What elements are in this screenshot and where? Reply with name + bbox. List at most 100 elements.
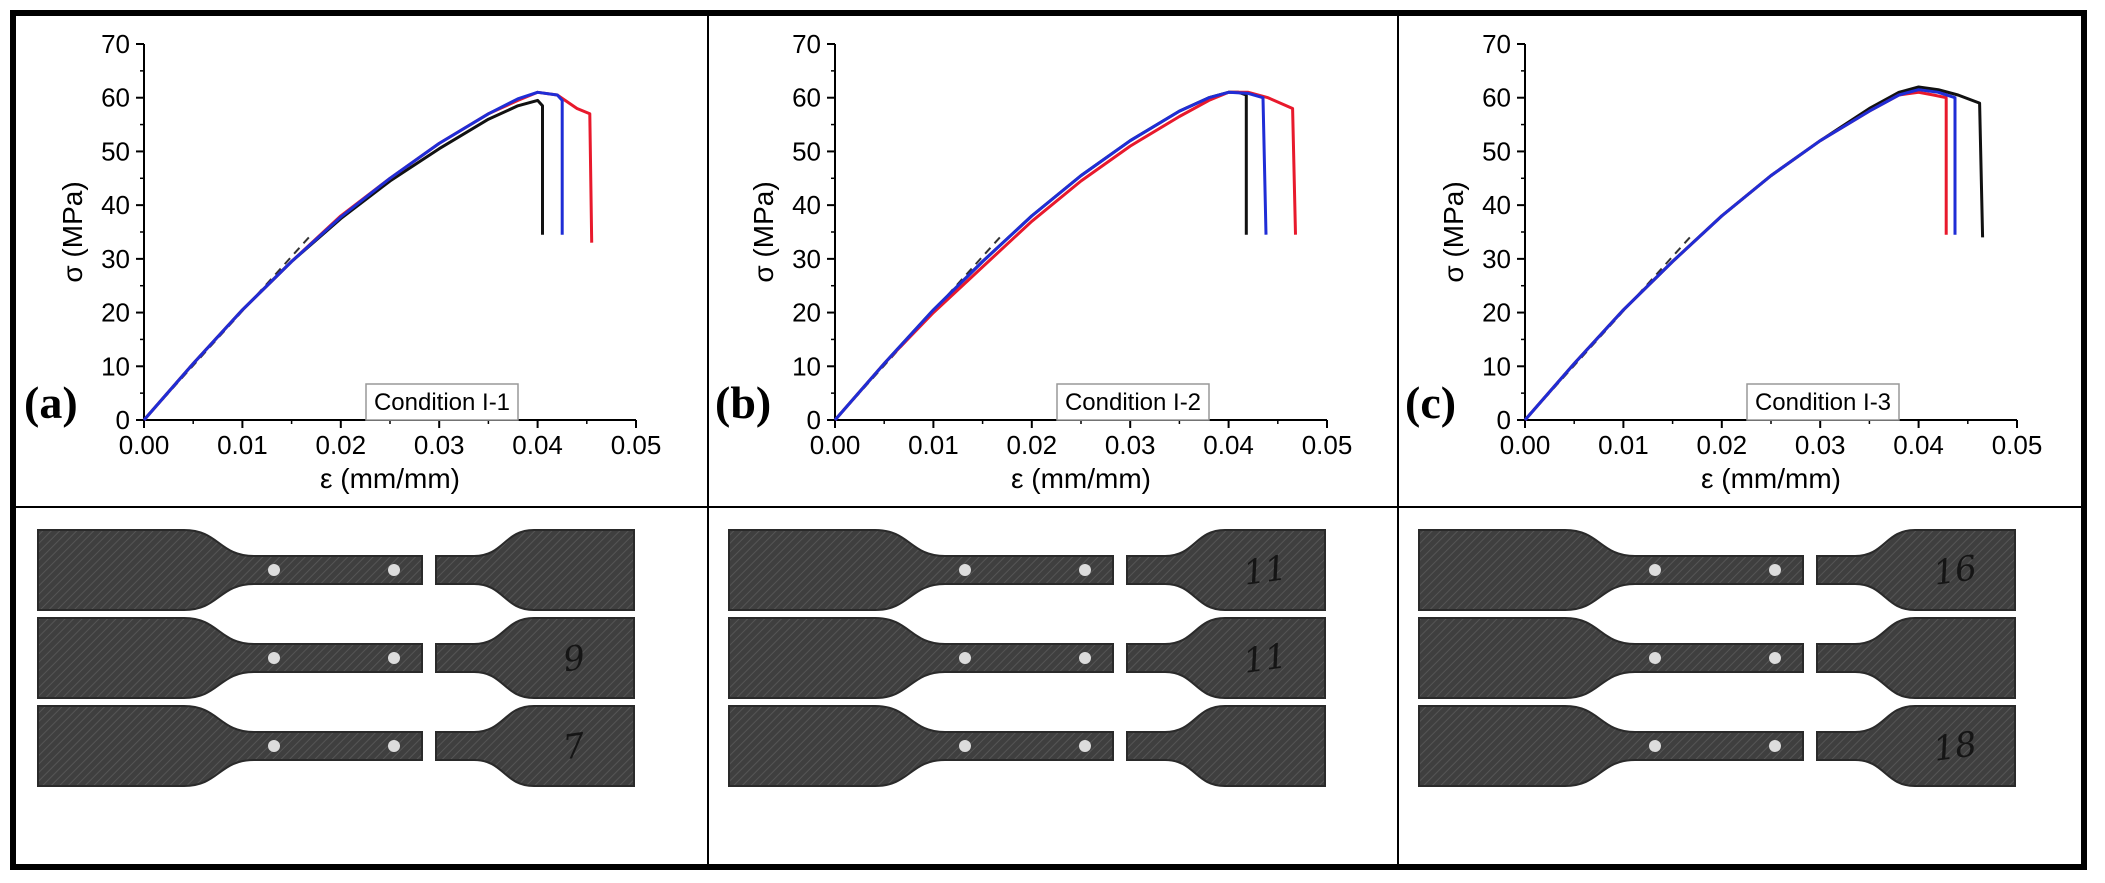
y-tick-label: 10 <box>101 351 130 381</box>
tensile-specimen: 11 <box>728 617 1326 699</box>
specimen-photo-1: 97 <box>37 529 635 787</box>
x-tick-label: 0.05 <box>1302 430 1353 460</box>
specimen-left-half <box>1418 705 1804 787</box>
tensile-specimen: 11 <box>728 529 1326 611</box>
specimen-right-half <box>1126 705 1326 787</box>
x-tick-label: 0.04 <box>1893 430 1944 460</box>
column-divider-1 <box>707 16 709 864</box>
handwritten-mark: 11 <box>1241 548 1289 594</box>
series-line-black <box>1523 85 1985 421</box>
marker-dot <box>268 740 280 752</box>
x-tick-label: 0.05 <box>1992 430 2043 460</box>
specimen-left-half <box>728 705 1114 787</box>
x-tick-label: 0.01 <box>1598 430 1649 460</box>
x-tick-label: 0.02 <box>1006 430 1057 460</box>
y-tick-label: 50 <box>101 136 130 166</box>
tensile-specimen: 18 <box>1418 705 2016 787</box>
marker-dot <box>959 652 971 664</box>
marker-dot <box>388 740 400 752</box>
specimen-left-half <box>37 705 423 787</box>
specimen-right-half <box>1126 529 1326 611</box>
handwritten-mark: 16 <box>1931 548 1979 594</box>
tensile-specimen <box>1418 617 2016 699</box>
specimen-left-half <box>37 617 423 699</box>
x-tick-label: 0.03 <box>1795 430 1846 460</box>
x-tick-label: 0.02 <box>315 430 366 460</box>
specimen-right-half <box>1126 617 1326 699</box>
x-tick-label: 0.04 <box>1203 430 1254 460</box>
specimen-left-half <box>728 529 1114 611</box>
series-line-blue <box>142 90 564 421</box>
x-tick-label: 0.00 <box>810 430 861 460</box>
series-line-blue <box>1523 88 1957 421</box>
x-tick-label: 0.00 <box>119 430 170 460</box>
y-tick-label: 20 <box>101 298 130 328</box>
marker-dot <box>268 564 280 576</box>
specimen-right-half <box>435 617 635 699</box>
marker-dot <box>268 652 280 664</box>
x-tick-label: 0.03 <box>1105 430 1156 460</box>
x-axis-label: ε (mm/mm) <box>320 463 460 494</box>
y-tick-label: 0 <box>1497 405 1511 435</box>
column-divider-2 <box>1397 16 1399 864</box>
marker-dot <box>1079 652 1091 664</box>
y-tick-label: 50 <box>792 136 821 166</box>
row-divider <box>16 506 2081 508</box>
specimen-left-half <box>37 529 423 611</box>
legend-label: Condition I-1 <box>374 389 510 416</box>
x-tick-label: 0.00 <box>1500 430 1551 460</box>
y-tick-label: 60 <box>792 83 821 113</box>
marker-dot <box>388 564 400 576</box>
y-tick-label: 30 <box>101 244 130 274</box>
x-tick-label: 0.04 <box>512 430 563 460</box>
marker-dot <box>1079 564 1091 576</box>
specimen-right-half <box>1816 529 2016 611</box>
tensile-specimen: 9 <box>37 617 635 699</box>
series-line-black <box>833 90 1248 421</box>
marker-dot <box>1769 652 1781 664</box>
y-tick-label: 50 <box>1482 136 1511 166</box>
y-axis-label: σ (MPa) <box>57 181 88 282</box>
x-tick-label: 0.01 <box>217 430 268 460</box>
x-tick-label: 0.05 <box>611 430 662 460</box>
specimen-left-half <box>728 617 1114 699</box>
marker-dot <box>959 564 971 576</box>
figure-frame <box>10 10 2087 870</box>
y-tick-label: 10 <box>792 351 821 381</box>
specimen-left-half <box>1418 617 1804 699</box>
series-line-red <box>833 90 1297 421</box>
marker-dot <box>1769 740 1781 752</box>
legend-label: Condition I-3 <box>1755 389 1891 416</box>
tensile-specimen <box>728 705 1326 787</box>
y-tick-label: 60 <box>101 83 130 113</box>
marker-dot <box>1769 564 1781 576</box>
marker-dot <box>1649 652 1661 664</box>
x-axis-label: ε (mm/mm) <box>1011 463 1151 494</box>
specimen-left-half <box>1418 529 1804 611</box>
tensile-specimen: 16 <box>1418 529 2016 611</box>
handwritten-mark: 18 <box>1931 724 1979 770</box>
y-tick-label: 40 <box>101 190 130 220</box>
y-tick-label: 40 <box>1482 190 1511 220</box>
legend-box <box>1746 383 1900 421</box>
specimen-photo-2: 11 11 <box>728 529 1326 787</box>
y-tick-label: 20 <box>792 298 821 328</box>
marker-dot <box>1649 564 1661 576</box>
y-tick-label: 10 <box>1482 351 1511 381</box>
x-axis-label: ε (mm/mm) <box>1701 463 1841 494</box>
x-tick-label: 0.03 <box>414 430 465 460</box>
specimen-right-half <box>1816 617 2016 699</box>
panel-label: (c) <box>1405 377 1456 428</box>
y-axis-label: σ (MPa) <box>748 181 779 282</box>
series-line-red <box>1523 90 1948 421</box>
y-tick-label: 40 <box>792 190 821 220</box>
legend-label: Condition I-2 <box>1065 389 1201 416</box>
specimen-right-half <box>1816 705 2016 787</box>
y-tick-label: 70 <box>1482 29 1511 59</box>
legend-box <box>1056 383 1210 421</box>
specimen-right-half <box>435 705 635 787</box>
y-tick-label: 30 <box>792 244 821 274</box>
x-tick-label: 0.02 <box>1696 430 1747 460</box>
series-line-black <box>142 98 544 421</box>
